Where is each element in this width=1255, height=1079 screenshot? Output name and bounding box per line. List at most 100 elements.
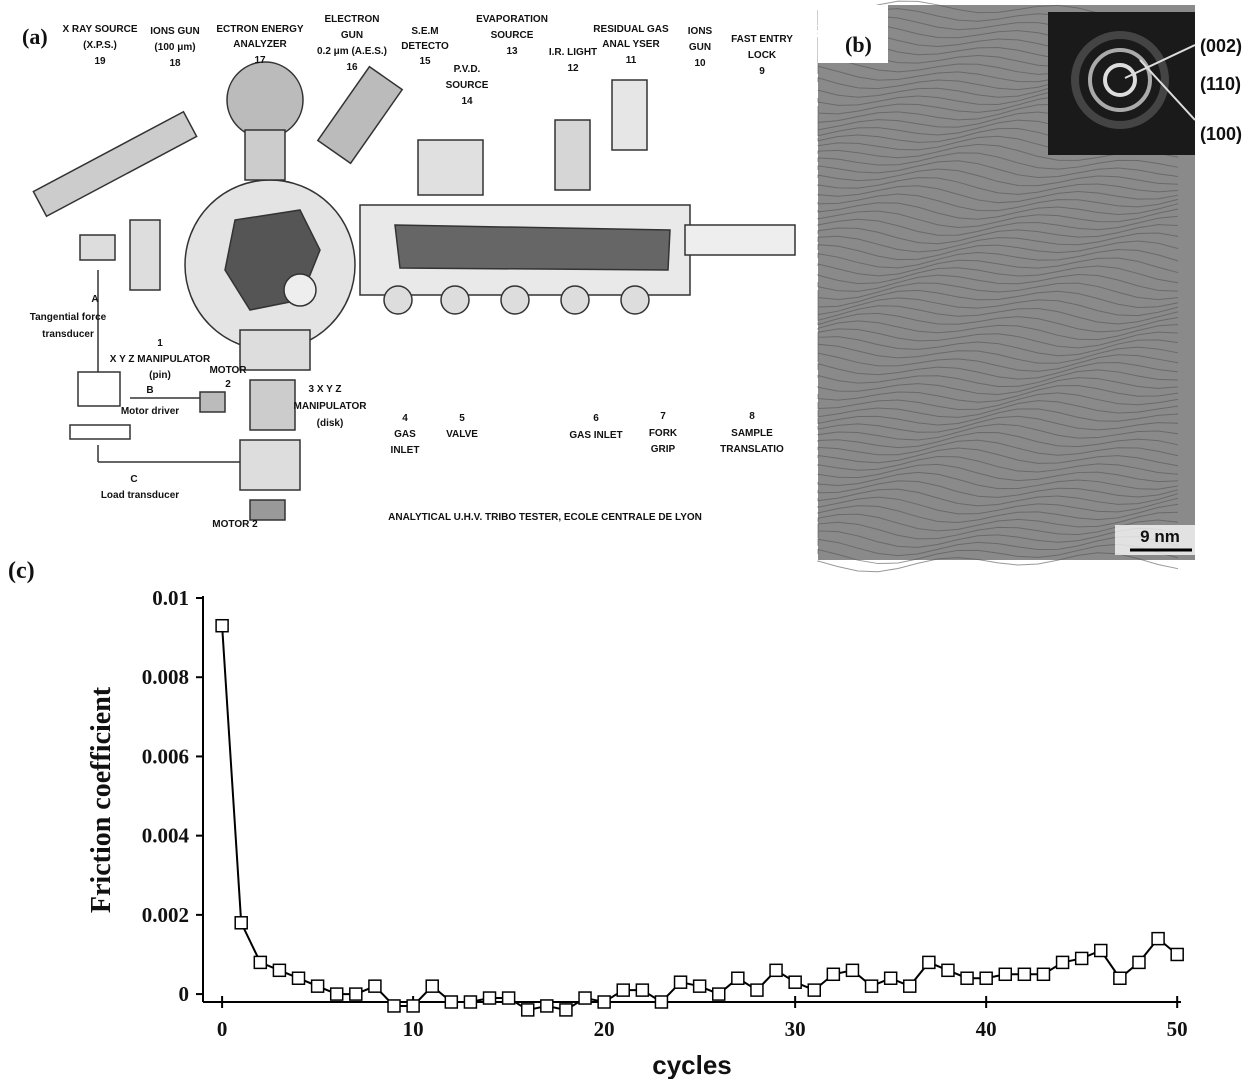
diagram-label: SAMPLE xyxy=(731,428,773,439)
diagram-label: DETECTO xyxy=(401,41,449,52)
data-point xyxy=(655,996,667,1008)
data-point xyxy=(1133,956,1145,968)
diagram-label: (disk) xyxy=(317,418,344,429)
diagram-label: B xyxy=(146,385,153,396)
diagram-label: 13 xyxy=(506,46,518,57)
data-point xyxy=(350,988,362,1000)
x-tick-label: 0 xyxy=(217,1017,228,1041)
data-point xyxy=(560,1004,572,1016)
data-point xyxy=(293,972,305,984)
data-point xyxy=(904,980,916,992)
diagram-label: transducer xyxy=(42,329,94,340)
data-point xyxy=(235,917,247,929)
diagram-label: ANALYTICAL U.H.V. TRIBO TESTER, ECOLE CE… xyxy=(388,512,702,523)
diagram-label: 4 xyxy=(402,413,408,424)
data-point xyxy=(1171,948,1183,960)
diagram-label: ANALYZER xyxy=(233,39,287,50)
data-point xyxy=(1037,968,1049,980)
scale-bar-label: 9 nm xyxy=(1140,527,1180,546)
diagram-label: GAS INLET xyxy=(569,430,622,441)
diagram-label: (100 μm) xyxy=(154,42,195,53)
data-point xyxy=(732,972,744,984)
data-point xyxy=(484,992,496,1004)
diagram-label: 6 xyxy=(593,413,599,424)
panel-label: (b) xyxy=(845,32,872,57)
data-point xyxy=(980,972,992,984)
diagram-label: (pin) xyxy=(149,370,171,381)
data-point xyxy=(464,996,476,1008)
diagram-label: (X.P.S.) xyxy=(83,40,117,51)
y-tick-label: 0.006 xyxy=(142,744,189,768)
diagram-label: LOCK xyxy=(748,50,777,61)
diagram-label: EVAPORATION xyxy=(476,14,548,25)
diagram-label: FAST ENTRY xyxy=(731,34,793,45)
data-point xyxy=(1114,972,1126,984)
x-axis-label: cycles xyxy=(652,1050,732,1079)
diagram-label: X Y Z MANIPULATOR xyxy=(110,354,211,365)
data-point xyxy=(866,980,878,992)
diagram-label: Load transducer xyxy=(101,490,179,501)
diagram-label: Tangential force xyxy=(30,312,107,323)
diagram-label: 18 xyxy=(169,58,181,69)
ring-label: (110) xyxy=(1200,74,1241,94)
ring-label: (100) xyxy=(1200,124,1242,144)
data-point xyxy=(713,988,725,1000)
data-point xyxy=(1076,952,1088,964)
data-point xyxy=(522,1004,534,1016)
diagram-label: 2 xyxy=(225,379,231,390)
diagram-label: MOTOR xyxy=(209,365,247,376)
diagram-label: 16 xyxy=(346,62,358,73)
diagram-label: MOTOR 2 xyxy=(212,519,258,530)
data-point xyxy=(961,972,973,984)
diagram-label: Motor driver xyxy=(121,406,179,417)
diagram-label: TRANSLATIO xyxy=(720,444,784,455)
diagram-label: GUN xyxy=(689,42,711,53)
data-point xyxy=(923,956,935,968)
data-point xyxy=(598,996,610,1008)
diagram-label: 19 xyxy=(94,56,106,67)
data-line xyxy=(222,626,1177,1010)
diagram-label: 15 xyxy=(419,56,431,67)
diagram-label: 14 xyxy=(461,96,473,107)
data-point xyxy=(617,984,629,996)
data-point xyxy=(789,976,801,988)
panel-label: (c) xyxy=(8,558,35,584)
y-tick-label: 0.004 xyxy=(142,824,190,848)
data-point xyxy=(369,980,381,992)
diagram-label: 9 xyxy=(759,66,765,77)
diagram-label: RESIDUAL GAS xyxy=(593,24,669,35)
data-point xyxy=(273,964,285,976)
data-point xyxy=(331,988,343,1000)
data-point xyxy=(1057,956,1069,968)
data-point xyxy=(1018,968,1030,980)
figure: (b) (002) (110) (100) 9 nm (a)X RAY SOUR… xyxy=(0,0,1255,1079)
diagram-label: ANAL YSER xyxy=(602,39,660,50)
diagram-label: IONS xyxy=(688,26,713,37)
diagram-label: (a) xyxy=(22,24,48,49)
diagram-label: 10 xyxy=(694,58,706,69)
diagram-label: 12 xyxy=(567,63,579,74)
data-point xyxy=(1095,945,1107,957)
data-point xyxy=(770,964,782,976)
diagram-label: ELECTRON xyxy=(325,14,380,25)
data-point xyxy=(808,984,820,996)
data-point xyxy=(885,972,897,984)
tem-image xyxy=(818,1,1195,572)
x-tick-label: 10 xyxy=(403,1017,424,1041)
x-tick-label: 50 xyxy=(1167,1017,1188,1041)
ring-label: (002) xyxy=(1200,36,1242,56)
y-tick-label: 0.002 xyxy=(142,903,189,927)
data-point xyxy=(312,980,324,992)
diagram-label: ECTRON ENERGY xyxy=(216,24,304,35)
diagram-label: SOURCE xyxy=(491,30,534,41)
diagram-label: 8 xyxy=(749,411,755,422)
diagram-label: 0.2 μm (A.E.S.) xyxy=(317,46,387,57)
diagram-label: GRIP xyxy=(651,444,676,455)
diagram-label: 17 xyxy=(254,55,266,66)
data-point xyxy=(694,980,706,992)
diagram-label: S.E.M xyxy=(411,26,438,37)
data-point xyxy=(675,976,687,988)
diagram-label: INLET xyxy=(391,445,420,456)
data-point xyxy=(1152,933,1164,945)
y-tick-label: 0.008 xyxy=(142,665,189,689)
